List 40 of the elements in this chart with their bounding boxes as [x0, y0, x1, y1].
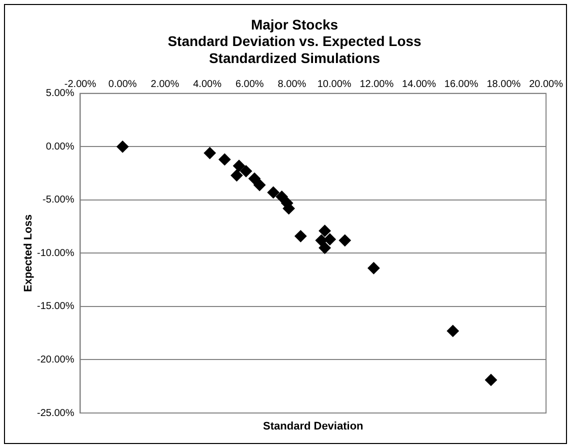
- y-tick-label: -10.00%: [36, 248, 74, 259]
- y-tick-label: 0.00%: [46, 141, 74, 152]
- point: [446, 324, 459, 337]
- y-tick-label: -5.00%: [42, 194, 74, 206]
- point: [484, 374, 497, 386]
- point: [248, 172, 260, 185]
- x-tick-label: 18.00%: [486, 79, 521, 90]
- x-tick-label: 12.00%: [360, 79, 394, 90]
- point: [240, 165, 252, 178]
- point: [318, 224, 331, 237]
- point: [204, 147, 216, 160]
- y-tick-label: -25.00%: [36, 408, 74, 419]
- x-tick-label: 10.00%: [317, 79, 352, 90]
- x-tick-label: 0.00%: [108, 79, 137, 90]
- x-tick-label: 20.00%: [529, 79, 564, 90]
- y-tick-label: -20.00%: [36, 354, 74, 366]
- y-tick-label: -15.00%: [36, 301, 74, 312]
- x-tick-label: 2.00%: [150, 79, 180, 90]
- point: [294, 230, 307, 242]
- y-tick-label: 5.00%: [46, 88, 74, 100]
- point: [233, 160, 246, 172]
- point: [230, 169, 243, 182]
- x-tick-label: 16.00%: [444, 79, 478, 90]
- x-axis-title: Standard Deviation: [263, 420, 364, 433]
- y-axis-title: Expected Loss: [22, 214, 34, 292]
- point: [116, 140, 129, 153]
- x-tick-label: 6.00%: [235, 79, 264, 90]
- x-tick-label: 4.00%: [193, 79, 222, 90]
- point: [218, 153, 231, 166]
- point: [324, 233, 336, 246]
- x-tick-label: -2.00%: [64, 79, 96, 90]
- x-tick-label: 14.00%: [402, 79, 436, 90]
- x-tick-label: 8.00%: [278, 79, 306, 90]
- point: [318, 242, 331, 254]
- point: [254, 179, 266, 192]
- point: [368, 262, 380, 274]
- point: [338, 234, 351, 246]
- point: [276, 190, 288, 203]
- point: [267, 186, 280, 198]
- chart-title: Major Stocks Standard Deviation vs. Expected Loss Standardized Simulations: [168, 16, 422, 66]
